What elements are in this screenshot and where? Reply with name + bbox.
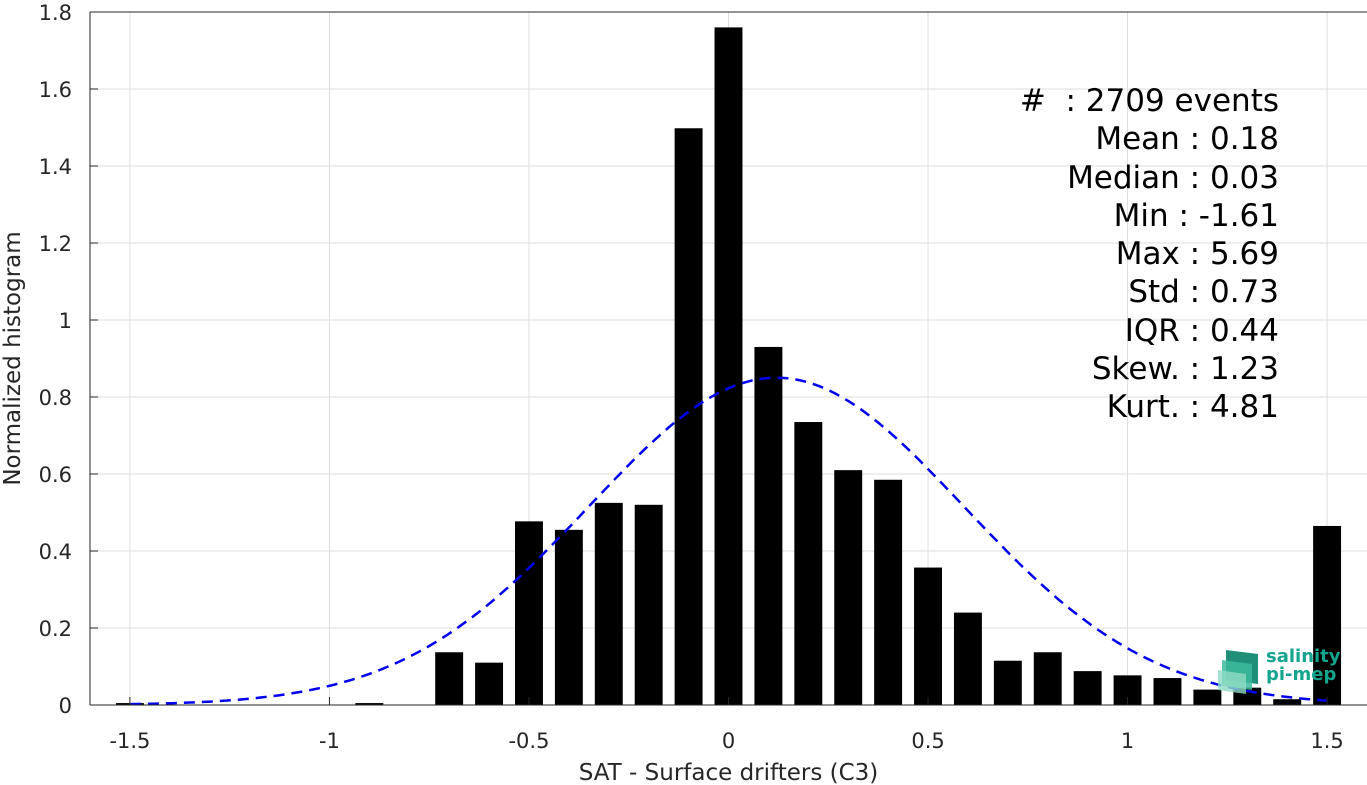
y-tick-label: 1.4 [39,155,72,179]
stat-min: Min : -1.61 [1113,197,1279,234]
histogram-bar [1273,699,1302,705]
salinity-pimep-logo: salinity pi-mep [1218,646,1348,696]
statistics-box: # : 2709 events Mean : 0.18 Median : 0.0… [1020,82,1279,427]
histogram-bar [714,27,743,705]
stat-std: Std : 0.73 [1128,274,1279,311]
histogram-bar [1153,678,1182,705]
x-tick-label: 0 [722,729,735,753]
y-tick-label: 0.6 [39,463,72,487]
stat-max: Max : 5.69 [1115,236,1279,273]
histogram-bar [794,422,823,705]
x-tick-label: -0.5 [508,729,549,753]
y-tick-label: 0.4 [39,540,72,564]
y-ticks: 0 0.2 0.4 0.6 0.8 1 1.2 1.4 1.6 1.8 [39,1,98,718]
histogram-bar [674,128,703,705]
x-tick-label: 1.5 [1310,729,1343,753]
y-tick-label: 1.8 [39,1,72,25]
fit-curve [129,376,1328,706]
y-tick-label: 0.8 [39,386,72,410]
y-axis-label: Normalized histogram [0,231,26,485]
histogram-bar [515,521,543,705]
histogram-bar [914,567,942,705]
y-tick-label: 1 [59,309,72,333]
y-tick-label: 1.6 [39,78,72,102]
x-ticks: -1.5 -1 -0.5 0 0.5 1 1.5 [109,697,1344,753]
histogram-bar [1193,689,1222,705]
y-tick-label: 0 [59,694,72,718]
histogram-bar [754,346,783,705]
x-tick-label: -1 [319,729,340,753]
x-tick-label: 1 [1121,729,1134,753]
histogram-bar [1033,652,1062,705]
stat-mean: Mean : 0.18 [1095,121,1279,158]
histogram-bar [993,660,1022,705]
x-axis-label: SAT - Surface drifters (C3) [579,760,879,785]
logo-icon [1218,650,1258,694]
histogram-bar [475,662,504,705]
stat-iqr: IQR : 0.44 [1124,312,1279,349]
x-tick-label: -1.5 [109,729,150,753]
histogram-bar [1313,525,1342,705]
histogram-bar [355,703,384,705]
x-tick-label: 0.5 [911,729,944,753]
histogram-bar [594,502,623,705]
histogram-bar [1073,671,1102,705]
stat-events: # : 2709 events [1019,83,1279,119]
gaussian-fit-line [129,376,1328,706]
bars [115,27,1342,705]
logo-line-2: pi-mep [1266,664,1337,685]
y-tick-label: 0.2 [39,617,72,641]
histogram-bar [634,504,663,705]
histogram-bar [834,470,863,705]
histogram-bar [953,612,982,705]
stat-median: Median : 0.03 [1067,159,1279,196]
stat-skew: Skew. : 1.23 [1091,351,1279,388]
histogram-bar [554,529,583,705]
histogram-bar [435,652,464,705]
logo-line-1: salinity [1266,646,1341,667]
histogram-bar [874,479,903,705]
y-tick-label: 1.2 [39,232,72,256]
stat-kurt: Kurt. : 4.81 [1106,389,1279,426]
